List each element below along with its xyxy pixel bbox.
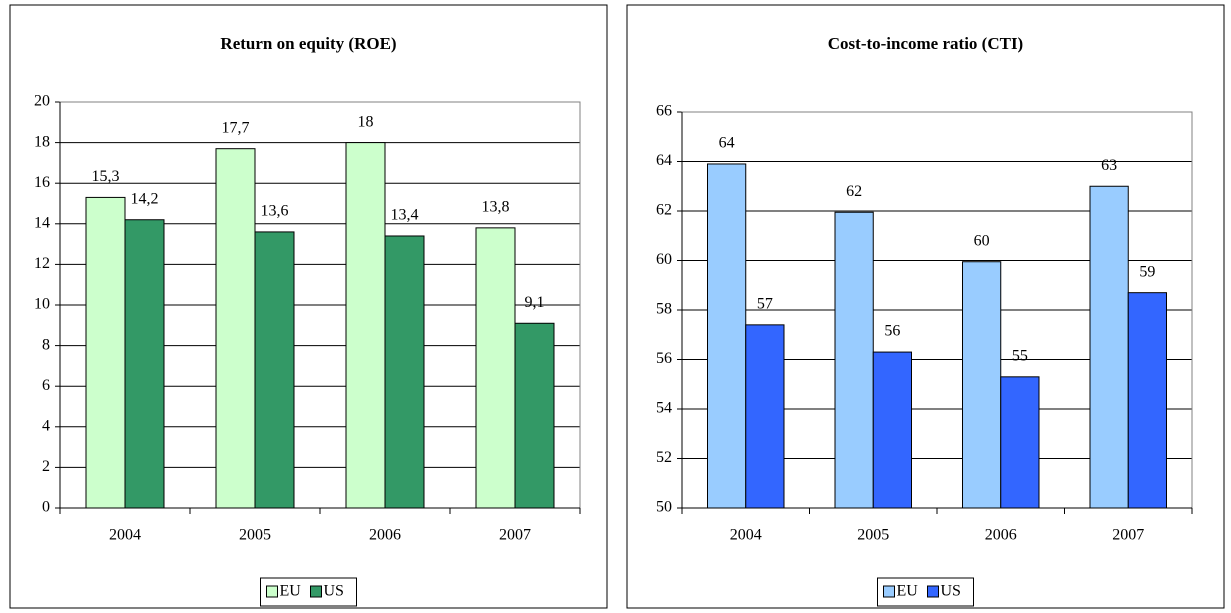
y-tick-label: 62 <box>656 202 672 219</box>
data-label: 57 <box>757 296 773 313</box>
data-label: 17,7 <box>222 119 250 136</box>
bar <box>1089 185 1129 509</box>
data-label: 13,6 <box>261 203 289 220</box>
y-tick-label: 14 <box>34 214 50 231</box>
bar <box>475 227 516 509</box>
y-tick-label: 12 <box>34 255 50 272</box>
y-tick-label: 6 <box>42 377 50 394</box>
data-label: 55 <box>1012 347 1028 364</box>
data-label: 60 <box>974 232 990 249</box>
y-tick-label: 52 <box>656 449 672 466</box>
y-tick-label: 18 <box>34 133 50 150</box>
bar <box>514 322 555 509</box>
chart-title: Cost-to-income ratio (CTI) <box>828 34 1023 53</box>
y-tick-label: 2 <box>42 458 50 475</box>
x-tick-label: 2006 <box>369 527 401 544</box>
x-tick-label: 2004 <box>109 527 141 544</box>
bar <box>707 163 747 509</box>
y-tick-label: 16 <box>34 174 50 191</box>
x-tick-label: 2006 <box>985 527 1017 544</box>
panel-border <box>626 4 1225 609</box>
bar <box>215 148 256 509</box>
legend-label: US <box>941 583 961 600</box>
bar <box>124 219 165 509</box>
x-tick-label: 2005 <box>239 527 271 544</box>
y-tick-label: 8 <box>42 336 50 353</box>
data-label: 13,4 <box>391 207 419 224</box>
bar <box>745 324 785 509</box>
x-tick-label: 2007 <box>499 527 531 544</box>
data-label: 63 <box>1101 157 1117 174</box>
bar <box>345 142 386 509</box>
y-tick-label: 60 <box>656 251 672 268</box>
chart-title: Return on equity (ROE) <box>220 34 396 53</box>
y-tick-label: 56 <box>656 350 672 367</box>
legend-swatch <box>266 585 278 598</box>
y-tick-label: 20 <box>34 93 50 110</box>
x-tick-label: 2004 <box>730 527 762 544</box>
bar <box>872 351 912 509</box>
legend-swatch <box>310 585 322 598</box>
legend-swatch <box>927 585 939 598</box>
legend-label: EU <box>280 583 302 600</box>
data-label: 59 <box>1139 263 1155 280</box>
y-tick-label: 10 <box>34 296 50 313</box>
bar <box>962 261 1002 509</box>
y-tick-label: 58 <box>656 301 672 318</box>
panel-border <box>9 4 608 609</box>
y-tick-label: 4 <box>42 417 50 434</box>
bar <box>384 235 425 509</box>
y-tick-label: 54 <box>656 400 672 417</box>
data-label: 64 <box>719 135 735 152</box>
legend-label: EU <box>897 583 919 600</box>
legend-label: US <box>324 583 344 600</box>
bar <box>254 231 295 509</box>
y-tick-label: 66 <box>656 103 672 120</box>
legend-swatch <box>883 585 895 598</box>
y-tick-label: 0 <box>42 499 50 516</box>
y-tick-label: 64 <box>656 152 672 169</box>
data-label: 18 <box>358 113 374 130</box>
bar <box>834 211 874 509</box>
bar <box>1127 292 1167 509</box>
data-label: 13,8 <box>482 199 510 216</box>
data-label: 14,2 <box>131 190 159 207</box>
data-label: 15,3 <box>92 168 120 185</box>
data-label: 56 <box>884 323 900 340</box>
y-tick-label: 50 <box>656 499 672 516</box>
data-label: 9,1 <box>525 294 545 311</box>
bar <box>85 196 126 509</box>
data-label: 62 <box>846 183 862 200</box>
bar <box>1000 376 1040 509</box>
x-tick-label: 2005 <box>857 527 889 544</box>
x-tick-label: 2007 <box>1112 527 1144 544</box>
